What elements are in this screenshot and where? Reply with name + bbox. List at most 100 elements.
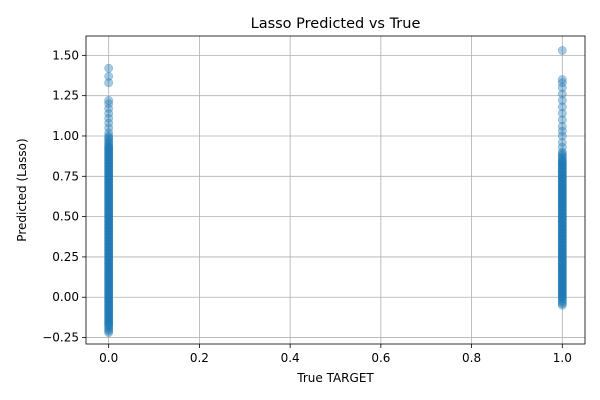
data-point	[104, 242, 114, 252]
data-point	[557, 260, 567, 270]
x-tick-label: 0.2	[190, 351, 209, 365]
data-point	[104, 194, 114, 204]
data-point	[557, 108, 567, 118]
data-point	[104, 223, 114, 233]
data-point	[104, 308, 114, 318]
data-point	[104, 71, 114, 81]
data-point	[557, 173, 567, 183]
data-point	[557, 297, 567, 307]
data-point	[557, 208, 567, 218]
data-point	[557, 258, 567, 268]
data-point	[104, 325, 114, 334]
data-point	[557, 244, 567, 254]
data-point	[104, 160, 114, 170]
data-point	[104, 108, 114, 118]
data-point	[557, 183, 567, 193]
data-point	[557, 260, 567, 270]
data-point	[557, 157, 567, 167]
data-point	[104, 178, 114, 188]
data-point	[104, 247, 114, 257]
data-point	[557, 142, 567, 152]
data-point	[557, 218, 567, 228]
data-point	[104, 213, 114, 223]
data-point	[557, 213, 567, 223]
data-point	[557, 183, 567, 193]
data-point	[104, 197, 114, 207]
data-point	[104, 187, 114, 197]
data-point	[104, 175, 114, 184]
data-point	[557, 215, 567, 225]
data-point	[104, 176, 114, 186]
data-point	[557, 196, 567, 205]
data-point	[104, 326, 114, 336]
data-point	[104, 152, 114, 162]
data-point	[557, 137, 567, 147]
data-point	[557, 168, 567, 178]
data-point	[557, 271, 567, 281]
data-point	[557, 263, 567, 273]
data-point	[557, 202, 567, 212]
data-point	[104, 133, 114, 143]
data-point	[104, 178, 114, 188]
data-point	[104, 181, 114, 191]
data-point	[557, 160, 567, 170]
y-tick-label: 0.50	[52, 210, 79, 224]
data-point	[104, 220, 114, 230]
data-point	[104, 216, 114, 226]
data-point	[557, 257, 567, 267]
data-point	[104, 265, 114, 275]
data-point	[557, 292, 567, 302]
data-point	[557, 255, 567, 265]
data-point	[104, 291, 114, 301]
data-point	[104, 181, 114, 191]
data-point	[104, 287, 114, 297]
data-point	[557, 194, 567, 204]
data-point	[557, 196, 567, 205]
x-tick-label: 0.6	[371, 351, 390, 365]
data-point	[557, 241, 567, 251]
data-point	[104, 316, 114, 326]
data-point	[104, 294, 114, 304]
data-point	[104, 302, 114, 312]
data-point	[557, 247, 567, 257]
data-point	[557, 189, 567, 199]
x-tick-label: 1.0	[553, 351, 572, 365]
data-point	[557, 221, 567, 231]
y-tick-label: 1.25	[52, 89, 79, 103]
data-point	[557, 223, 567, 233]
data-point	[557, 250, 567, 260]
data-point	[557, 163, 567, 173]
data-point	[104, 197, 114, 207]
data-point	[104, 134, 114, 144]
data-point	[104, 142, 114, 152]
data-point	[104, 146, 114, 155]
data-point	[104, 229, 114, 239]
data-point	[557, 286, 567, 296]
data-point	[557, 254, 567, 263]
data-point	[104, 191, 114, 201]
data-point	[557, 237, 567, 247]
data-point	[557, 215, 567, 225]
data-point	[104, 78, 114, 88]
data-point	[104, 233, 114, 243]
data-point	[557, 199, 567, 209]
data-point	[104, 168, 114, 178]
data-point	[104, 258, 114, 268]
data-point	[557, 46, 567, 55]
data-point	[104, 323, 114, 333]
data-point	[104, 279, 114, 289]
x-axis-ticks: 0.0 0.2 0.4 0.6 0.8 1.0	[99, 344, 572, 365]
data-point	[557, 221, 567, 231]
data-point	[557, 220, 567, 230]
data-point	[104, 186, 114, 196]
data-point	[104, 275, 114, 284]
data-point	[104, 152, 114, 162]
data-point	[557, 207, 567, 217]
data-point	[104, 249, 114, 259]
data-point	[557, 191, 567, 201]
data-point	[557, 102, 567, 112]
data-point	[557, 234, 567, 244]
data-point	[104, 254, 114, 263]
data-point	[104, 286, 114, 296]
data-point	[104, 255, 114, 265]
